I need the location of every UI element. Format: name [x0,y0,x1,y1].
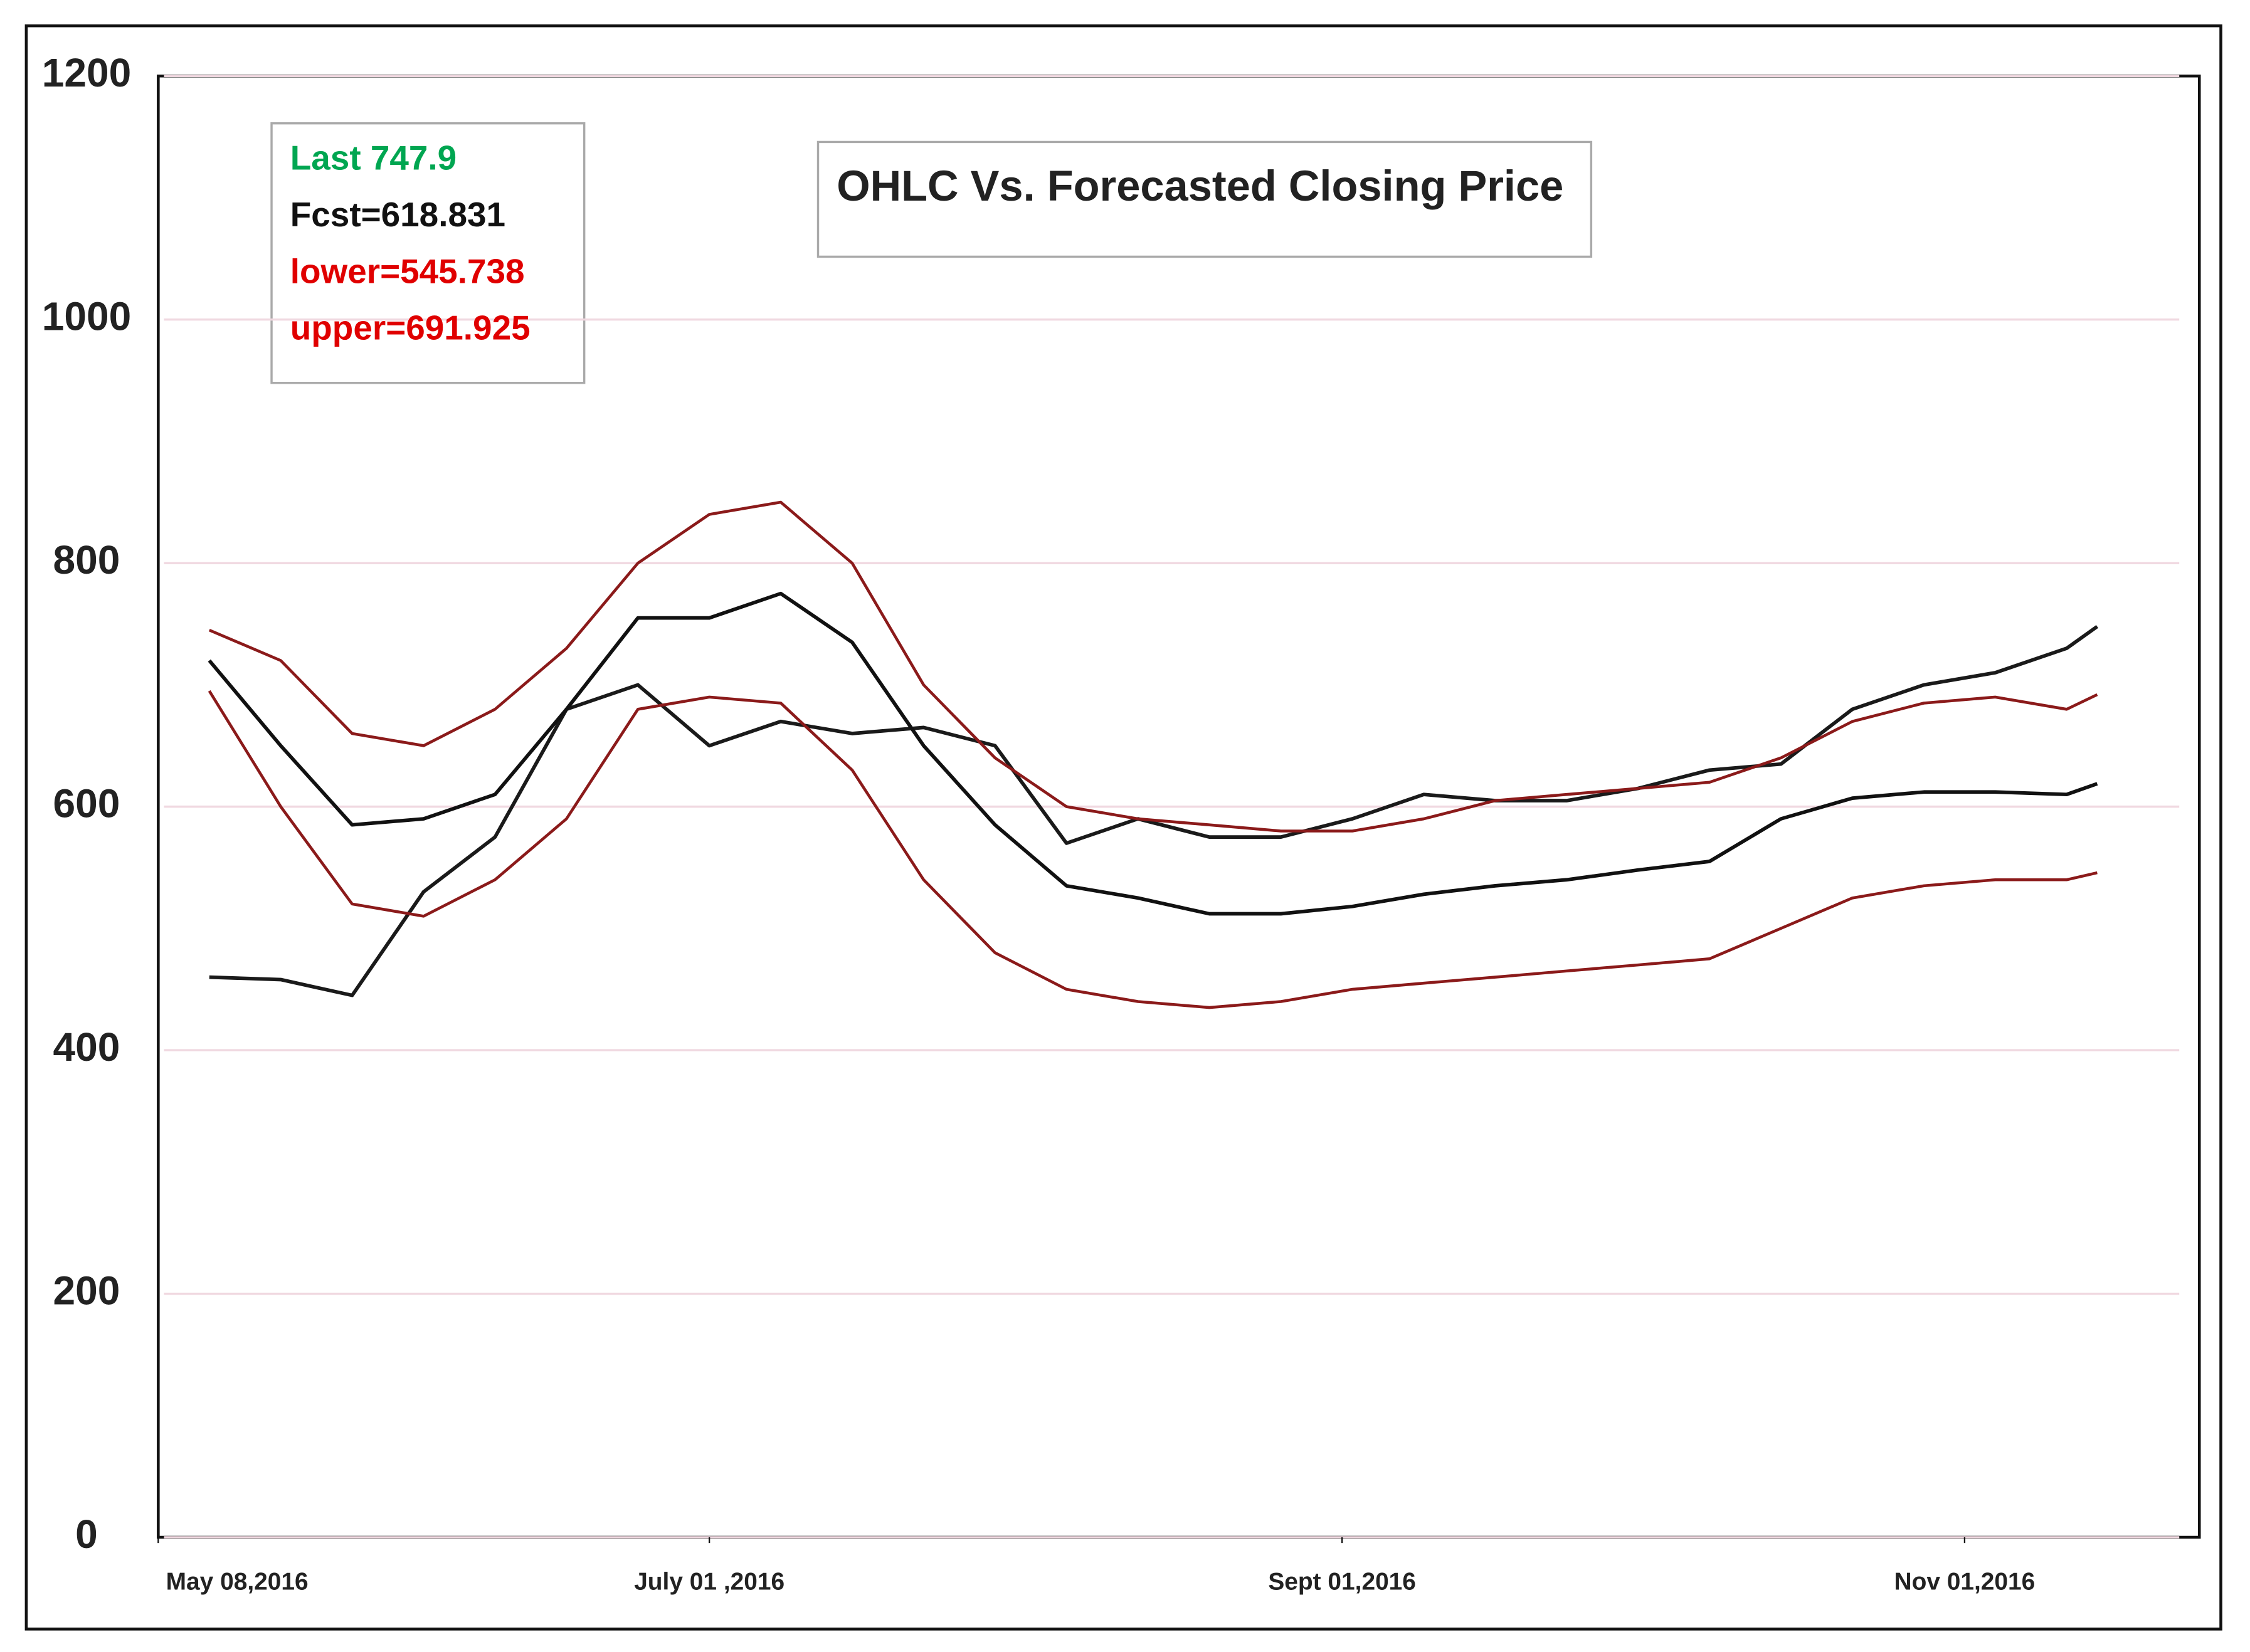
title-box [816,140,1593,258]
legend-box [270,122,586,384]
x-tick-label: Sept 01,2016 [1268,1568,1416,1595]
y-tick-label: 400 [53,1024,120,1070]
x-tick-label: May 08,2016 [166,1568,309,1595]
series-line [208,591,2098,916]
x-tick-label: July 01 ,2016 [634,1568,784,1595]
annotation: Fcst=618.831 [290,195,505,234]
series-line [208,500,2098,833]
series-line [209,625,2099,997]
annotation: Last 747.9 [290,139,457,177]
y-tick-label: 600 [53,781,120,826]
annotation: upper=691.925 [290,308,531,347]
outer-frame [24,24,2222,1631]
y-tick-label: 1000 [42,294,131,339]
annotation: lower=545.738 [290,251,525,290]
chart-title: OHLC Vs. Forecasted Closing Price [837,162,1563,210]
y-tick-label: 1200 [42,50,131,95]
series-line [208,690,2098,1009]
y-tick-label: 800 [53,537,120,582]
y-tick-label: 200 [53,1268,120,1313]
x-tick-label: Nov 01,2016 [1894,1568,2036,1595]
y-tick-label: 0 [75,1512,98,1557]
